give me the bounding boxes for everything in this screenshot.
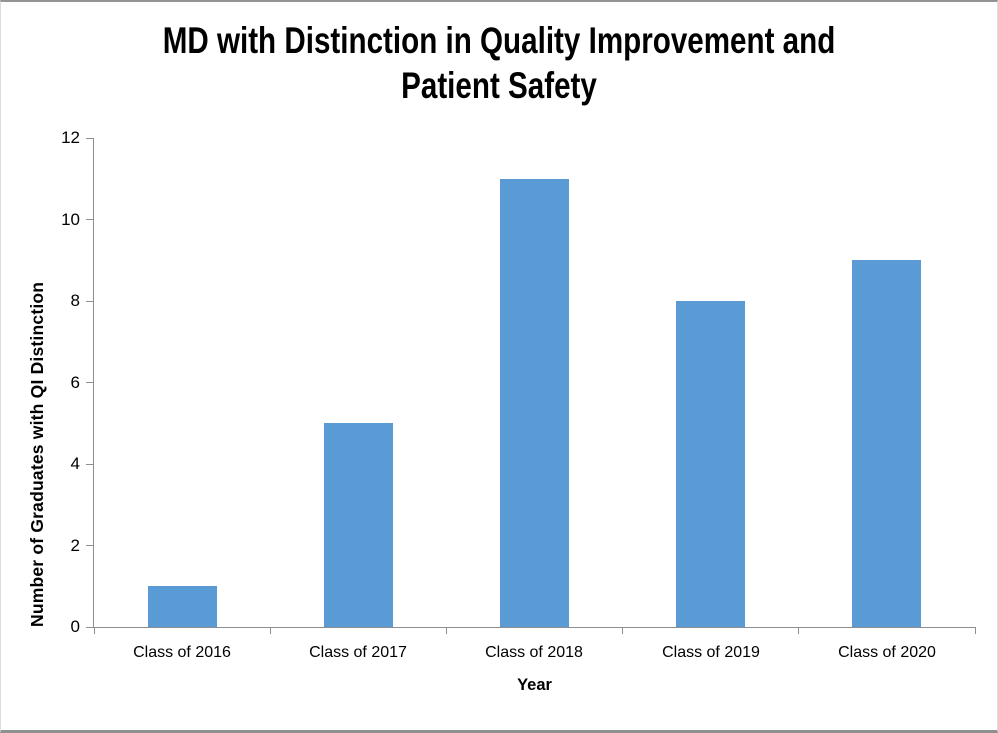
y-tick-label: 4 (70, 454, 80, 473)
x-tick-label: Class of 2019 (662, 644, 760, 661)
x-tick-mark (798, 627, 799, 634)
bar-class-of-2017 (324, 423, 393, 627)
bar-class-of-2020 (852, 260, 921, 627)
bar-class-of-2016 (148, 586, 217, 627)
y-tick-label: 6 (70, 373, 80, 392)
plot-area: Year 0 2 4 6 8 10 12 Class of 2016 Class of 2017… (61, 128, 976, 694)
y-tick-mark (86, 382, 94, 383)
y-tick-mark (86, 138, 94, 139)
chart-title-line1: MD with Distinction in Quality Improveme… (162, 20, 836, 61)
x-tick-label: Class of 2020 (838, 644, 936, 661)
y-tick-mark (86, 301, 94, 302)
x-tick-mark (446, 627, 447, 634)
y-tick-label: 2 (70, 536, 80, 555)
x-tick-mark (270, 627, 271, 634)
x-tick-label: Class of 2018 (485, 644, 583, 661)
y-tick-label: 8 (70, 291, 80, 310)
y-tick-mark (86, 464, 94, 465)
x-tick-label: Class of 2017 (309, 644, 407, 661)
chart-title: MD with Distinction in Quality Improveme… (101, 18, 898, 108)
x-tick-mark (94, 627, 95, 634)
bar-class-of-2018 (500, 179, 569, 627)
x-tick-label: Class of 2016 (133, 644, 231, 661)
y-tick-mark (86, 545, 94, 546)
x-tick-mark (975, 627, 976, 634)
y-tick-mark (86, 627, 94, 628)
chart-title-line2: Patient Safety (401, 65, 597, 106)
x-axis-title: Year (517, 676, 552, 694)
x-tick-mark (622, 627, 623, 634)
y-tick-label: 12 (61, 128, 80, 147)
bar-class-of-2019 (676, 301, 745, 627)
y-tick-label: 0 (70, 617, 80, 636)
y-tick-label: 10 (61, 210, 80, 229)
y-tick-mark (86, 219, 94, 220)
